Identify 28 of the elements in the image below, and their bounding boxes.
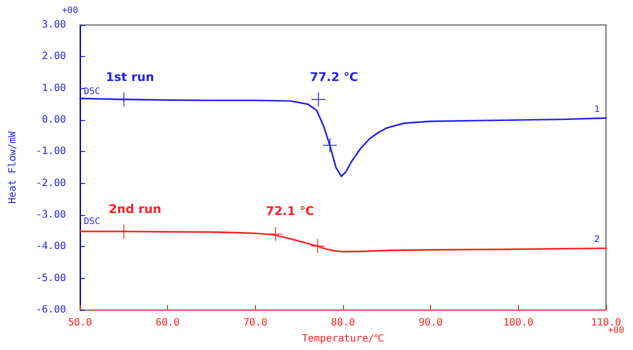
x-tick-label: 80.0	[330, 318, 356, 328]
annotation: 77.2 ℃	[310, 70, 358, 84]
annotation: 1	[594, 105, 600, 115]
y-tick-label: -3.00	[36, 210, 66, 220]
y-tick-label: 1.00	[42, 82, 66, 94]
text: +00	[62, 6, 78, 16]
x-tick-label: 60.0	[156, 318, 180, 328]
y-tick-label: 2.00	[42, 51, 66, 62]
x-tick-label: 90.0	[418, 318, 443, 328]
y-axis-title: Heat Flow/mW	[8, 130, 18, 204]
annotation: DSC	[84, 217, 100, 227]
y-tick-label: -2.00	[36, 178, 66, 189]
y-tick-label: 3.00	[42, 20, 66, 30]
text: +00	[608, 326, 624, 336]
y-tick-label: -6.00	[36, 304, 66, 316]
x-tick-label: 50.0	[68, 318, 92, 328]
y-tick-label: -4.00	[36, 241, 66, 252]
annotation: 72.1 ℃	[266, 204, 314, 218]
annotation: 2	[594, 235, 600, 245]
x-tick-label: 70.0	[243, 318, 268, 328]
y-tick-label: -1.00	[36, 146, 66, 158]
y-tick-label: 0.00	[42, 114, 66, 126]
x-axis-title: Temperature/℃	[302, 334, 384, 344]
x-tick-label: 100.0	[503, 318, 534, 328]
y-tick-label: -5.00	[36, 272, 66, 284]
annotation: DSC	[84, 87, 100, 97]
annotation: 1st run	[106, 70, 154, 84]
annotation: 2nd run	[108, 202, 162, 216]
